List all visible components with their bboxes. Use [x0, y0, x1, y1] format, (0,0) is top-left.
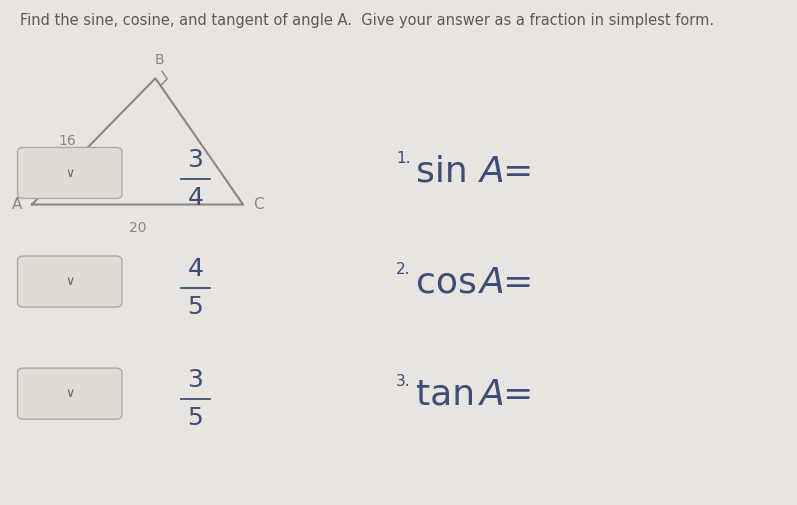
Text: 5: 5 — [187, 295, 203, 319]
Text: =: = — [502, 266, 532, 300]
FancyBboxPatch shape — [18, 147, 122, 198]
Text: A: A — [480, 266, 505, 300]
FancyBboxPatch shape — [18, 368, 122, 419]
Text: tan: tan — [416, 378, 475, 412]
Text: cos: cos — [416, 266, 477, 300]
Text: ∨: ∨ — [65, 387, 75, 400]
Text: 3.: 3. — [396, 374, 410, 389]
Text: A: A — [12, 197, 22, 212]
Text: 2.: 2. — [396, 262, 410, 277]
Text: 3: 3 — [187, 368, 203, 392]
Text: 4: 4 — [187, 257, 203, 281]
FancyBboxPatch shape — [18, 256, 122, 307]
Text: 4: 4 — [187, 186, 203, 211]
Text: 1.: 1. — [396, 150, 410, 166]
Text: Find the sine, cosine, and tangent of angle A.  Give your answer as a fraction i: Find the sine, cosine, and tangent of an… — [20, 13, 714, 28]
Text: 5: 5 — [187, 406, 203, 430]
Text: A: A — [480, 378, 505, 412]
Text: ∨: ∨ — [65, 275, 75, 288]
Text: 20: 20 — [129, 221, 146, 235]
Text: 3: 3 — [187, 148, 203, 172]
Text: A: A — [480, 155, 505, 189]
Text: ∨: ∨ — [65, 167, 75, 180]
Text: =: = — [502, 378, 532, 412]
Text: =: = — [502, 155, 532, 189]
Text: 16: 16 — [58, 134, 77, 148]
Text: B: B — [155, 53, 164, 67]
Text: sin: sin — [416, 155, 468, 189]
Text: C: C — [253, 197, 263, 212]
